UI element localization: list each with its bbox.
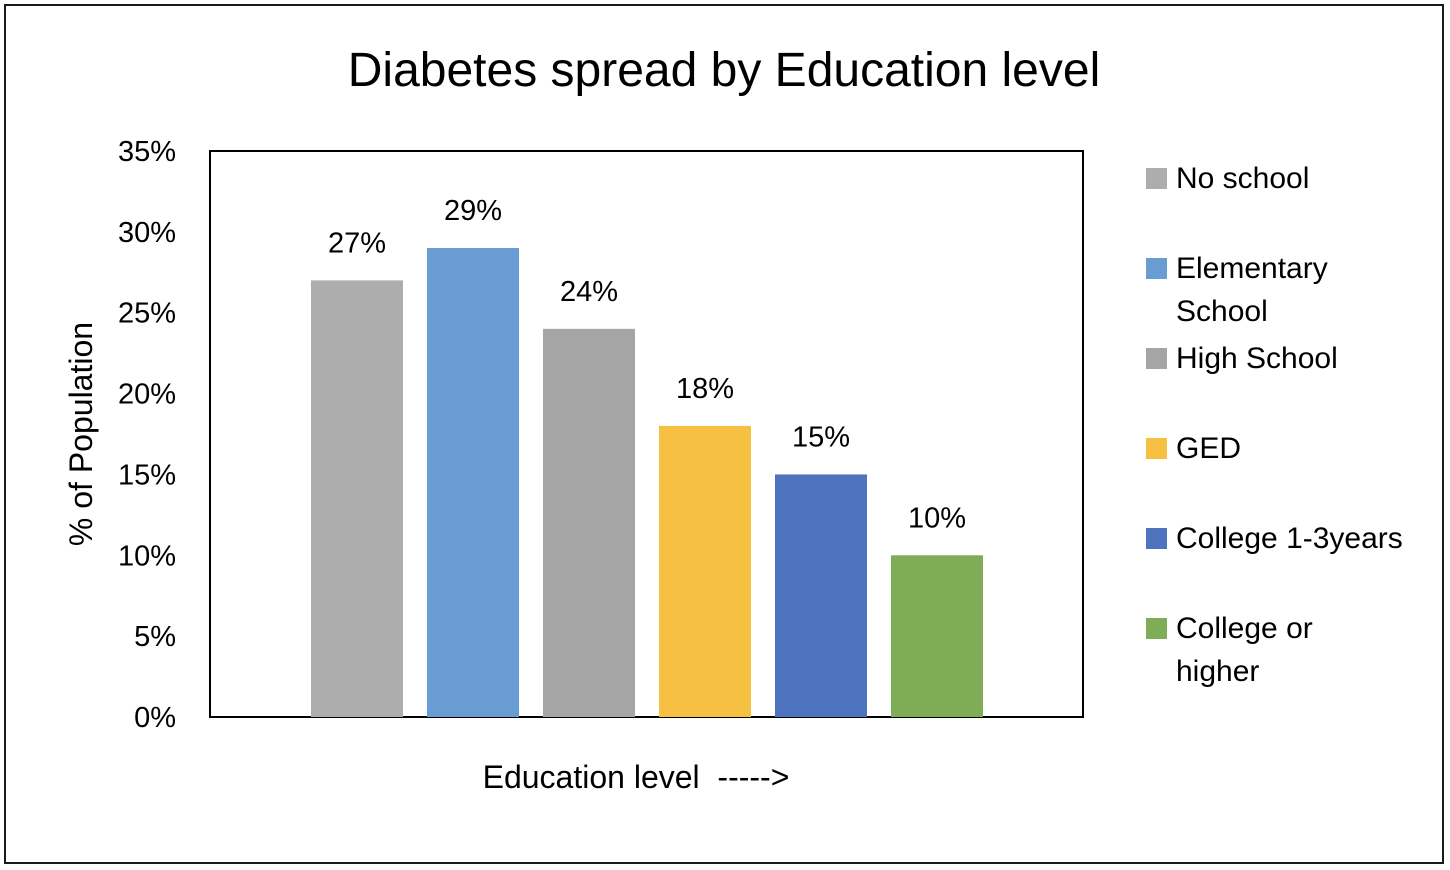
x-axis-title: Education level -----> — [483, 759, 790, 795]
y-tick-label: 10% — [118, 540, 176, 572]
bar-college-or-higher — [891, 555, 983, 717]
y-tick-label: 20% — [118, 379, 176, 411]
bar-high-school — [543, 328, 635, 717]
bar-ged — [659, 425, 751, 717]
data-label: 29% — [444, 195, 502, 227]
y-tick-label: 15% — [118, 459, 176, 491]
legend-label: College 1-3years — [1176, 522, 1403, 555]
data-label: 27% — [328, 227, 386, 259]
plot-area — [209, 150, 1084, 718]
legend-label: College or — [1176, 612, 1313, 645]
bar-elementary-school — [427, 248, 519, 717]
legend-swatch — [1146, 168, 1167, 189]
legend-swatch — [1146, 258, 1167, 279]
data-label: 15% — [792, 421, 850, 453]
legend-label: High School — [1176, 342, 1338, 375]
data-labels: 27% 29% 24% 18% 15% 10% — [328, 195, 966, 534]
data-label: 10% — [908, 502, 966, 534]
y-tick-label: 25% — [118, 298, 176, 330]
y-tick-label: 0% — [134, 702, 176, 734]
legend-label: higher — [1176, 655, 1259, 688]
bar-college-1-3years — [775, 474, 867, 717]
legend-label: School — [1176, 295, 1268, 328]
legend-swatch — [1146, 618, 1167, 639]
legend-swatch — [1146, 348, 1167, 369]
y-tick-label: 30% — [118, 217, 176, 249]
y-tick-label: 5% — [134, 621, 176, 653]
y-axis: 0% 5% 10% 15% 20% 25% 30% 35% — [118, 136, 176, 734]
legend-swatch — [1146, 438, 1167, 459]
y-tick-label: 35% — [118, 136, 176, 168]
data-label: 24% — [560, 276, 618, 308]
legend-swatch — [1146, 528, 1167, 549]
data-label: 18% — [676, 373, 734, 405]
bar-series — [311, 248, 983, 717]
legend: No school Elementary School High School GED C… — [1146, 162, 1403, 688]
legend-label: GED — [1176, 432, 1241, 465]
bar-no-school — [311, 280, 403, 717]
legend-label: Elementary — [1176, 252, 1328, 285]
chart-title: Diabetes spread by Education level — [348, 44, 1100, 97]
legend-label: No school — [1176, 162, 1309, 195]
y-axis-title: % of Population — [63, 322, 99, 546]
